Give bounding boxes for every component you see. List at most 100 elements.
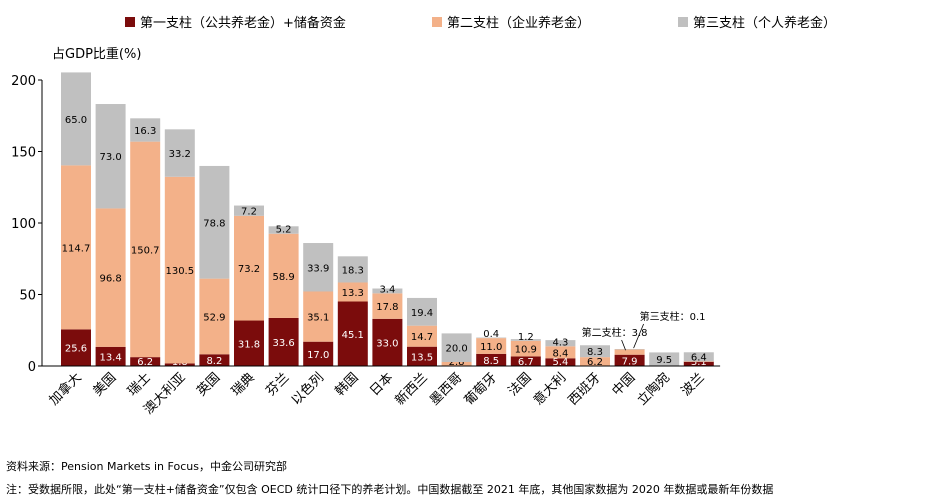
bar-segment (545, 346, 576, 359)
x-tick-label: 墨西哥 (427, 370, 465, 408)
bar-segment (234, 320, 264, 366)
annotation-third-pillar: 第三支柱：0.1 (640, 310, 706, 323)
data-label: 17.8 (376, 302, 398, 313)
data-label: 7.2 (241, 207, 257, 218)
bar-segment (649, 352, 680, 366)
bar-segment (95, 208, 126, 347)
data-label: 45.1 (342, 330, 364, 341)
bar-segment (303, 341, 334, 366)
bar-segment (614, 349, 645, 350)
x-tick-label: 瑞士 (125, 370, 154, 399)
annotation-leader (621, 339, 626, 351)
data-label: 35.1 (307, 313, 329, 324)
data-label: 5.2 (276, 225, 292, 236)
y-tick-label: 0 (28, 360, 36, 375)
legend: 第一支柱（公共养老金）+储备资金 第二支柱（企业养老金） 第三支柱（个人养老金） (125, 15, 836, 31)
bar-segment (303, 291, 334, 342)
bar-segment (407, 346, 437, 366)
data-label: 4.3 (552, 337, 568, 348)
bar-segment (441, 333, 472, 362)
x-tick-label: 波兰 (679, 370, 708, 399)
annotations: 第三支柱：0.1 第二支柱：3.8 (582, 310, 706, 351)
data-label: 25.6 (65, 344, 87, 355)
data-label: 11.0 (480, 342, 502, 353)
data-label: 5.4 (552, 357, 568, 368)
bar-segment (268, 317, 299, 366)
x-tick-label: 立陶宛 (634, 370, 673, 409)
y-tick-label: 100 (11, 217, 36, 232)
bar-segment (337, 282, 368, 302)
bar-segment (268, 233, 299, 318)
bar-segment (510, 339, 541, 341)
x-tick-label: 法国 (506, 370, 535, 399)
x-tick-label: 韩国 (333, 370, 362, 399)
data-label: 8.5 (483, 356, 499, 367)
annotation-leader (633, 323, 644, 349)
bar-segment (476, 338, 507, 354)
data-label: 8.4 (552, 348, 568, 359)
legend-label-2: 第二支柱（企业养老金） (447, 15, 590, 31)
data-label: 58.9 (272, 272, 294, 283)
bar-segment (407, 325, 437, 347)
x-tick-label: 葡萄牙 (462, 370, 500, 408)
data-label: 8.3 (587, 347, 603, 358)
bar-segment (407, 297, 437, 326)
bar-segment (130, 118, 161, 142)
y-axis-label: 占GDP比重(%) (52, 46, 141, 62)
x-tick-label: 英国 (194, 370, 223, 399)
source-note: 资料来源：Pension Markets in Focus，中金公司研究部 (6, 460, 287, 473)
bar-segment (476, 337, 507, 339)
legend-label-3: 第三支柱（个人养老金） (693, 15, 836, 31)
bar-segment (199, 278, 230, 355)
bar-segment (372, 288, 403, 294)
bar-segment (303, 243, 334, 292)
bar-segment (510, 356, 541, 366)
legend-swatch-1 (125, 17, 135, 27)
x-tick-label: 新西兰 (392, 370, 431, 409)
bar-segment (614, 349, 645, 355)
bar-segment (130, 357, 161, 366)
data-label: 114.7 (62, 243, 91, 254)
bar-segment (95, 104, 126, 209)
data-label: 73.0 (99, 152, 121, 163)
bar-segment (199, 354, 230, 366)
x-tick-label: 以色列 (288, 370, 327, 409)
x-tick-label: 西班牙 (566, 370, 604, 408)
x-tick-label: 瑞典 (229, 370, 258, 399)
data-label: 73.2 (238, 264, 260, 275)
data-label: 52.9 (203, 312, 225, 323)
data-label: 3.1 (691, 357, 707, 368)
data-label: 33.6 (272, 338, 294, 349)
legend-swatch-2 (432, 17, 442, 27)
data-label: 33.9 (307, 263, 329, 274)
bar-segment (545, 358, 576, 366)
footnote: 注：受数据所限，此处“第一支柱+储备资金”仅包含 OECD 统计口径下的养老计划… (6, 483, 774, 496)
bar-segment (95, 346, 126, 366)
data-label: 10.9 (515, 345, 537, 356)
bar-segment (234, 205, 264, 216)
bar-segment (476, 353, 507, 366)
bar-segment (580, 357, 610, 366)
data-label: 17.0 (307, 350, 329, 361)
bar-segment (545, 340, 576, 347)
data-label: 78.8 (203, 218, 225, 229)
bar-segment (199, 165, 230, 279)
y-tick-label: 150 (11, 146, 36, 161)
bar-segment (164, 176, 195, 364)
legend-label-1: 第一支柱（公共养老金）+储备资金 (140, 15, 346, 31)
data-label: 65.0 (65, 115, 87, 126)
bar-segment (164, 363, 195, 366)
bars: 25.6114.765.013.496.873.06.2150.716.31.8… (61, 72, 714, 368)
data-label: 13.4 (99, 352, 121, 363)
data-label: 3.4 (379, 284, 395, 295)
bar-segment (580, 345, 610, 358)
data-label: 2.8 (449, 357, 465, 368)
bar-segment (268, 226, 299, 234)
x-tick-label: 日本 (367, 370, 396, 399)
data-label: 0.4 (483, 329, 499, 340)
bar-segment (372, 293, 403, 319)
data-label: 31.8 (238, 339, 260, 350)
data-label: 19.4 (411, 308, 433, 319)
